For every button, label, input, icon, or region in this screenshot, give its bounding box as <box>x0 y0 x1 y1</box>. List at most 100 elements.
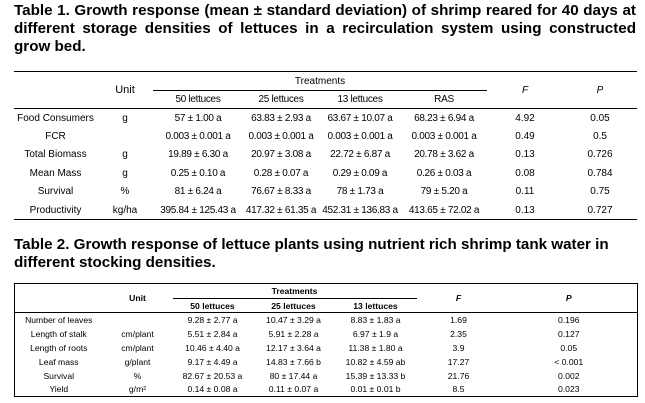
table-row: Productivity kg/ha 395.84 ± 125.43 a 417… <box>14 201 637 220</box>
cell-p: 0.727 <box>587 204 613 216</box>
cell-f: 0.08 <box>515 167 535 179</box>
table-2-treatment-header: 50 lettuces <box>172 298 253 313</box>
table-row: Yield g/m² 0.14 ± 0.08 a 0.11 ± 0.07 a 0… <box>15 382 638 396</box>
table-1-f-header: F <box>487 71 564 109</box>
cell-value: 0.14 ± 0.08 a <box>187 384 238 395</box>
row-label: Productivity <box>29 204 82 216</box>
table-2-p-header: P <box>500 283 638 313</box>
cell-f: 2.35 <box>450 328 467 339</box>
row-label: Yield <box>49 384 69 395</box>
table-1-p-header: P <box>563 71 638 109</box>
row-label: Number of leaves <box>25 314 93 325</box>
cell-f: 3.9 <box>452 342 465 353</box>
cell-f: 0.13 <box>515 149 535 161</box>
row-unit: g <box>122 149 128 161</box>
table-2-corner-lower <box>14 298 103 313</box>
cell-value: 79 ± 5.20 a <box>420 186 468 198</box>
table-1-treatment-header: 25 lettuces <box>243 90 319 109</box>
cell-p: 0.784 <box>587 167 613 179</box>
cell-value: 81 ± 6.24 a <box>174 186 222 198</box>
row-label: Total Biomass <box>24 149 87 161</box>
row-unit: g <box>122 112 128 124</box>
cell-value: 417.32 ± 61.35 a <box>245 204 317 216</box>
cell-value: 12.17 ± 3.64 a <box>266 342 321 353</box>
table-row: Mean Mass g 0.25 ± 0.10 a 0.28 ± 0.07 a … <box>14 164 637 182</box>
cell-value: 10.47 ± 3.29 a <box>266 314 321 325</box>
cell-value: 63.83 ± 2.93 a <box>251 112 311 124</box>
cell-value: 452.31 ± 136.83 a <box>322 204 398 216</box>
row-label: Survival <box>43 370 75 381</box>
cell-value: 413.65 ± 72.02 a <box>408 204 480 216</box>
row-label: Mean Mass <box>29 167 82 179</box>
cell-value: 22.72 ± 6.87 a <box>330 149 390 161</box>
cell-value: 9.17 ± 4.49 a <box>187 356 238 367</box>
row-unit: g/m² <box>128 384 147 395</box>
table-1: Unit Treatments F P 50 lettuces 25 lettu… <box>14 71 638 221</box>
cell-value: 8.83 ± 1.83 a <box>350 314 401 325</box>
table-row: Number of leaves 9.28 ± 2.77 a 10.47 ± 3… <box>15 313 638 327</box>
cell-value: 10.46 ± 4.40 a <box>185 342 240 353</box>
row-label: Food Consumers <box>17 112 94 124</box>
table-1-treatment-header: RAS <box>401 90 488 109</box>
cell-value: 0.26 ± 0.03 a <box>416 167 472 179</box>
cell-value: 19.89 ± 6.30 a <box>168 149 228 161</box>
cell-f: 0.11 <box>515 186 535 198</box>
row-label: Leaf mass <box>38 356 79 367</box>
cell-f: 17.27 <box>447 356 470 367</box>
cell-value: 0.28 ± 0.07 a <box>253 167 309 179</box>
table-2-caption: Table 2. Growth response of lettuce plan… <box>14 236 609 271</box>
row-unit: cm/plant <box>121 342 154 353</box>
cell-p: 0.002 <box>558 370 580 381</box>
cell-value: 76.67 ± 8.33 a <box>251 186 311 198</box>
row-label: Length of stalk <box>30 328 87 339</box>
cell-value: 0.29 ± 0.09 a <box>332 167 388 179</box>
cell-value: 20.78 ± 3.62 a <box>414 149 474 161</box>
table-2-corner <box>15 284 103 299</box>
table-2-f-header: F <box>416 283 501 313</box>
cell-value: 5.91 ± 2.28 a <box>268 328 319 339</box>
row-unit <box>97 127 153 145</box>
cell-p: 0.196 <box>558 314 580 325</box>
cell-p: 0.05 <box>560 342 578 353</box>
cell-value: 0.003 ± 0.001 a <box>165 131 231 143</box>
cell-value: 0.003 ± 0.001 a <box>248 131 314 143</box>
cell-p: 0.5 <box>593 131 607 143</box>
row-unit: % <box>133 370 142 381</box>
cell-f: 1.69 <box>450 314 467 325</box>
cell-value: 0.25 ± 0.10 a <box>170 167 226 179</box>
table-row: Survival % 82.67 ± 20.53 a 80 ± 17.44 a … <box>15 369 638 383</box>
cell-p: < 0.001 <box>554 356 584 367</box>
cell-p: 0.726 <box>587 149 613 161</box>
cell-value: 5.51 ± 2.84 a <box>187 328 238 339</box>
table-row: Leaf mass g/plant 9.17 ± 4.49 a 14.83 ± … <box>15 355 638 369</box>
cell-value: 0.01 ± 0.01 b <box>350 384 401 395</box>
cell-value: 82.67 ± 20.53 a <box>182 370 243 381</box>
cell-value: 68.23 ± 6.94 a <box>414 112 474 124</box>
table-1-corner <box>14 72 97 91</box>
cell-value: 63.67 ± 10.07 a <box>327 112 393 124</box>
cell-f: 0.13 <box>515 204 535 216</box>
row-unit: g/plant <box>124 356 151 367</box>
cell-value: 395.84 ± 125.43 a <box>160 204 236 216</box>
table-1-corner-lower <box>14 90 97 109</box>
cell-value: 0.003 ± 0.001 a <box>411 131 477 143</box>
table-2-treatments-header: Treatments <box>172 283 417 299</box>
cell-value: 0.003 ± 0.001 a <box>327 131 393 143</box>
row-label: FCR <box>45 131 66 143</box>
row-unit: cm/plant <box>121 328 154 339</box>
cell-p: 0.05 <box>590 112 610 124</box>
table-2-unit-header: Unit <box>102 283 173 313</box>
cell-p: 0.127 <box>558 328 580 339</box>
cell-f: 0.49 <box>515 131 535 143</box>
cell-value: 20.97 ± 3.08 a <box>251 149 311 161</box>
row-unit: % <box>120 186 130 198</box>
row-label: Length of roots <box>30 342 88 353</box>
cell-value: 80 ± 17.44 a <box>269 370 318 381</box>
cell-value: 0.11 ± 0.07 a <box>268 384 319 395</box>
table-row: Survival % 81 ± 6.24 a 76.67 ± 8.33 a 78… <box>14 183 637 201</box>
table-2: Unit Treatments F P 50 lettuces 25 lettu… <box>14 283 639 398</box>
row-label: Survival <box>37 186 74 198</box>
table-1-treatments-header: Treatments <box>153 71 488 91</box>
table-2-treatment-header: 13 lettuces <box>334 298 417 313</box>
cell-value: 15.39 ± 13.33 b <box>345 370 406 381</box>
